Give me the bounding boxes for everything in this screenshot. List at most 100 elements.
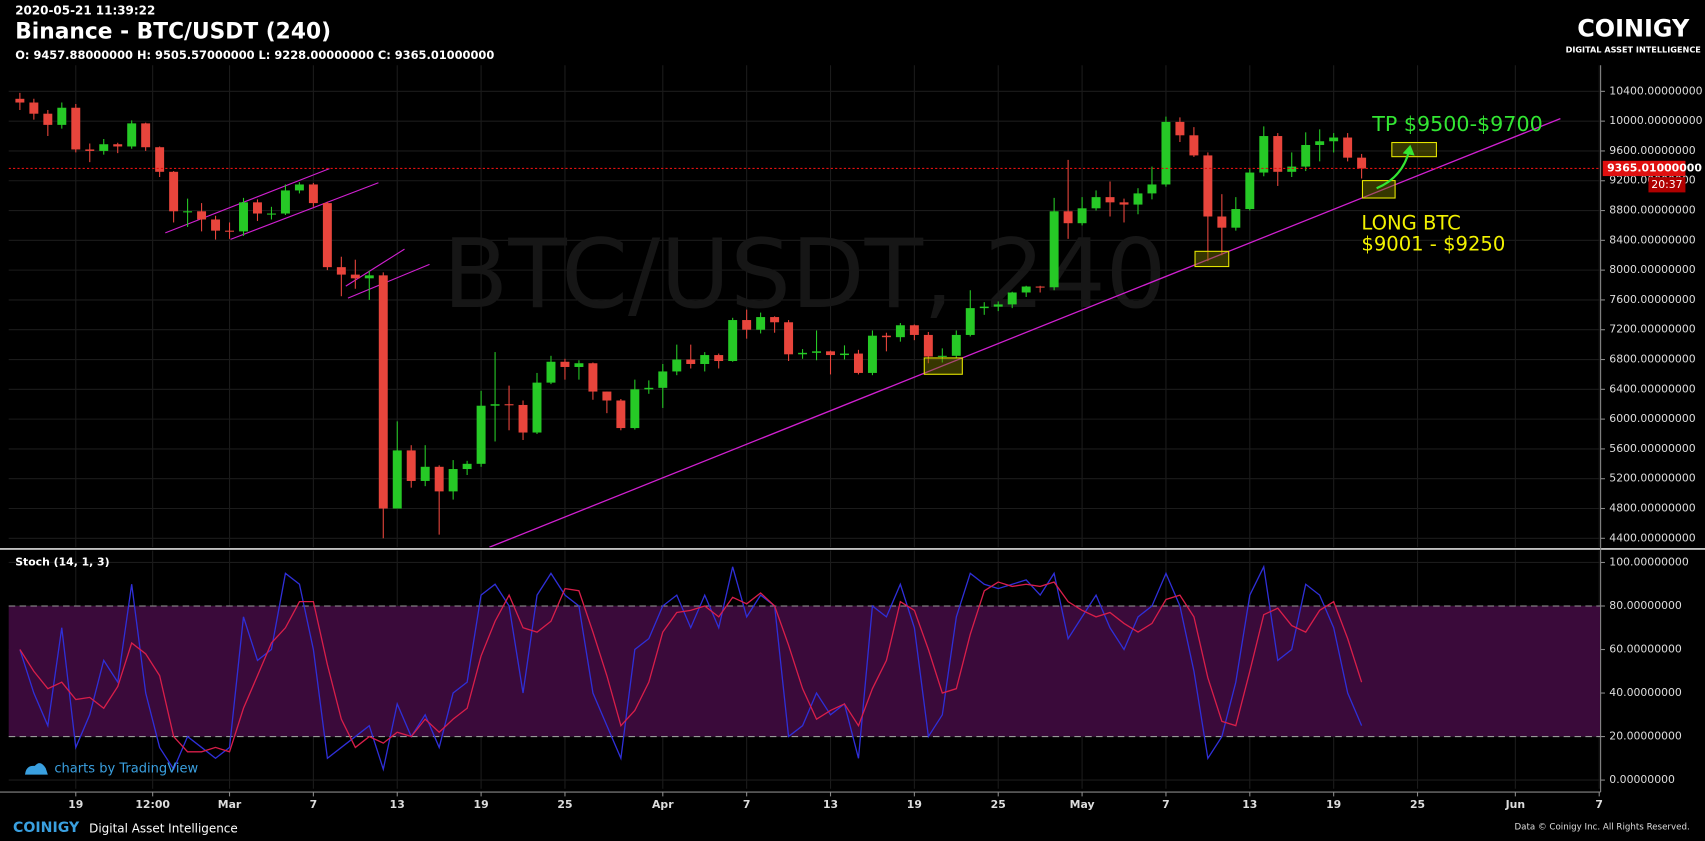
x-tick-label: 19 [907,798,922,811]
candle-body [378,275,388,509]
candle-body [1273,136,1283,172]
annotation: TP $9500-$9700 [1371,112,1542,136]
candle-body [364,275,374,279]
candle-body [434,466,444,492]
candle-body [336,267,346,275]
candle-body [1021,286,1031,293]
footer-tagline: Digital Asset Intelligence [89,822,238,836]
candle-body [965,308,975,335]
title: Binance - BTC/USDT (240) [15,20,331,45]
y-tick-label: 80.00000000 [1609,599,1682,612]
countdown: 20:37 [1651,178,1682,191]
candle-body [43,113,53,125]
candle-body [350,274,360,279]
candle-body [602,391,612,401]
candle-body [490,404,500,406]
candle-body [951,334,961,356]
candle-body [1147,184,1157,194]
candle-body [658,371,668,388]
stoch-line [19,564,1363,772]
candle-body [1161,121,1171,185]
candle-body [1301,144,1311,167]
candle-body [909,325,919,335]
candle-body [867,335,877,373]
y-tick-label: 8800.00000000 [1609,204,1695,217]
candle-body [518,404,528,433]
trend-line [489,117,1561,548]
x-tick-label: 19 [474,798,489,811]
candle-body [1049,211,1059,288]
candle-body [756,317,766,330]
candle-body [812,351,822,353]
candle-body [798,352,808,355]
y-tick-label: 8000.00000000 [1609,263,1695,276]
timestamp: 2020-05-21 11:39:22 [15,3,155,17]
candle-body [280,190,290,214]
candle-body [979,306,989,309]
price-label: 9365.01000000 [1607,161,1702,174]
indicator-title: Stoch (14, 1, 3) [15,555,109,568]
arrow-head [1402,144,1415,156]
y-tick-label: 100.00000000 [1609,555,1689,568]
tradingview-icon [25,763,48,775]
candle-body [1343,137,1353,158]
candle-body [672,359,682,372]
candle-body [1063,211,1073,224]
y-tick-label: 5600.00000000 [1609,442,1695,455]
candle-body [420,466,430,481]
candle-body [1175,121,1185,136]
x-tick-label: 13 [823,798,838,811]
candle-body [308,184,318,204]
y-tick-label: 6400.00000000 [1609,382,1695,395]
x-tick-label: 25 [1410,798,1425,811]
highlight-box [1194,250,1230,268]
x-tick-label: 12:00 [135,798,170,811]
arrow [1376,149,1411,190]
candle-body [644,387,654,390]
candle-body [448,469,458,492]
candle-body [1035,286,1045,288]
candle-body [574,363,584,367]
watermark: BTC/USDT, 240 [443,218,1167,330]
annotation: LONG BTC [1361,212,1460,235]
x-tick-label: 25 [557,798,572,811]
stoch-line [19,581,1363,753]
candle-body [1133,193,1143,205]
x-tick-label: 19 [1326,798,1341,811]
candle-body [1105,197,1115,203]
candle-body [294,184,304,191]
candle-body [993,304,1003,307]
highlight-box [923,357,963,375]
candle-body [225,230,234,232]
candle-body [211,219,221,231]
candle-body [169,171,179,212]
y-tick-label: 5200.00000000 [1609,472,1695,485]
copyright: Data © Coinigy Inc. All Rights Reserved. [1514,822,1689,832]
y-tick-label: 7600.00000000 [1609,293,1695,306]
candle-body [29,102,39,114]
candle-body [714,355,724,362]
candle-body [895,325,905,338]
candle-body [1245,172,1255,210]
y-tick-label: 0.00000000 [1609,773,1675,786]
channel-line [165,168,330,234]
candle-body [462,463,472,470]
x-tick-label: 13 [1242,798,1257,811]
candle-body [937,355,947,357]
x-tick-label: 7 [1162,798,1170,811]
candle-body [253,202,262,214]
ohlc: O: 9457.88000000 H: 9505.57000000 L: 922… [15,48,494,62]
y-tick-label: 8400.00000000 [1609,233,1695,246]
candle-body [57,107,67,125]
candle-body [504,404,514,406]
candle-body [476,405,486,464]
x-tick-label: Jun [1505,798,1526,811]
candle-body [1231,209,1241,228]
candle-body [183,211,193,213]
y-tick-label: 60.00000000 [1609,643,1682,656]
candle-body [616,400,626,429]
candle-body [71,107,81,150]
candle-body [239,202,248,232]
